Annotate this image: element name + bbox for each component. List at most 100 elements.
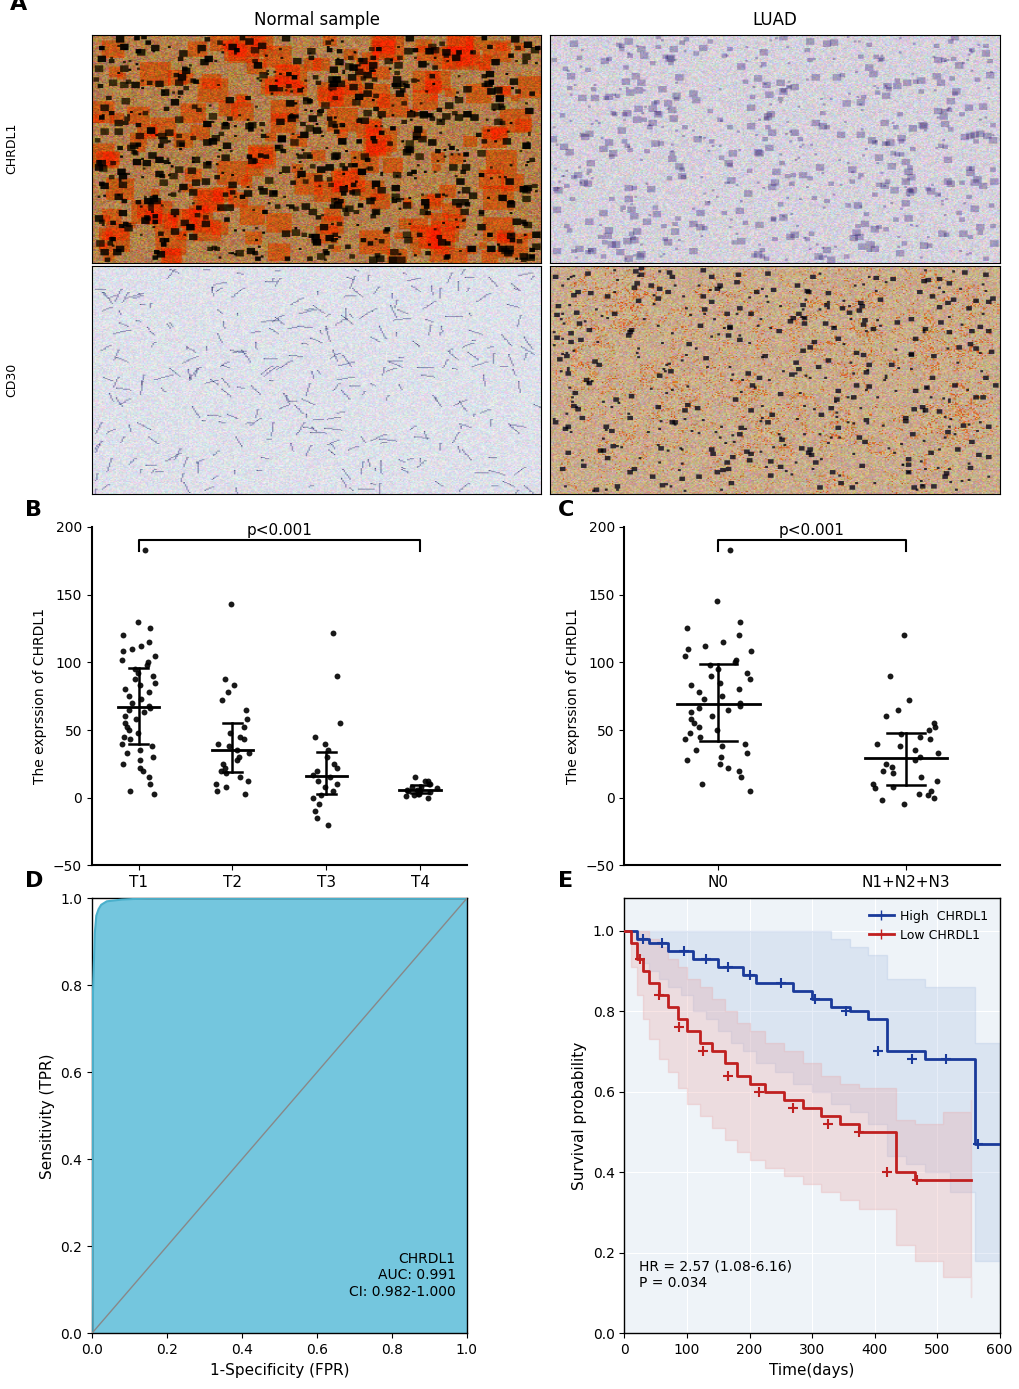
- Y-axis label: The exprssion of CHRDL1: The exprssion of CHRDL1: [34, 608, 47, 785]
- Point: [222, 722, 238, 745]
- Point: [236, 728, 253, 750]
- Point: [114, 649, 130, 671]
- Point: [322, 767, 338, 789]
- Point: [900, 689, 916, 711]
- Point: [141, 631, 157, 653]
- Point: [919, 720, 935, 742]
- Point: [325, 753, 341, 775]
- Point: [209, 779, 225, 801]
- Point: [895, 793, 911, 815]
- Point: [911, 725, 927, 747]
- Low CHRDL1: [796, 1100, 808, 1117]
- Point: [678, 617, 694, 639]
- Point: [873, 789, 890, 811]
- Point: [119, 742, 136, 764]
- High  CHRDL1: [674, 942, 686, 958]
- Point: [690, 717, 706, 739]
- Point: [675, 939, 691, 961]
- High  CHRDL1: [824, 999, 837, 1015]
- Point: [329, 665, 345, 688]
- Point: [317, 732, 333, 754]
- Point: [140, 651, 156, 674]
- Point: [146, 782, 162, 804]
- Point: [305, 786, 321, 808]
- Point: [709, 658, 726, 681]
- High  CHRDL1: [843, 1003, 855, 1020]
- Point: [632, 947, 648, 970]
- High  CHRDL1: [993, 1136, 1005, 1153]
- Point: [731, 624, 747, 646]
- Point: [142, 774, 158, 796]
- Point: [120, 720, 137, 742]
- Point: [413, 776, 429, 799]
- Point: [713, 735, 730, 757]
- Point: [671, 1017, 687, 1039]
- Point: [309, 771, 325, 793]
- Point: [868, 1040, 884, 1063]
- Low CHRDL1: [908, 1172, 920, 1189]
- Point: [771, 972, 788, 995]
- Point: [785, 1097, 801, 1120]
- Point: [743, 640, 759, 663]
- Line: Low CHRDL1: Low CHRDL1: [624, 931, 970, 1181]
- High  CHRDL1: [737, 967, 749, 983]
- High  CHRDL1: [917, 1051, 929, 1068]
- Point: [118, 717, 135, 739]
- Point: [231, 746, 248, 768]
- Point: [332, 713, 348, 735]
- Point: [922, 779, 938, 801]
- Point: [732, 767, 748, 789]
- Point: [407, 767, 423, 789]
- Point: [730, 760, 746, 782]
- Point: [329, 757, 345, 779]
- High  CHRDL1: [861, 1011, 873, 1028]
- Point: [132, 688, 149, 710]
- Point: [142, 697, 158, 720]
- Point: [318, 746, 334, 768]
- Point: [141, 694, 157, 717]
- Point: [679, 749, 695, 771]
- Point: [217, 757, 233, 779]
- Low CHRDL1: [777, 1092, 790, 1108]
- Point: [635, 928, 651, 950]
- Point: [231, 767, 248, 789]
- X-axis label: Time(days): Time(days): [768, 1363, 854, 1378]
- Point: [711, 671, 728, 693]
- Point: [883, 763, 900, 785]
- Point: [121, 699, 138, 721]
- Low CHRDL1: [936, 1172, 949, 1189]
- Text: p<0.001: p<0.001: [247, 522, 312, 538]
- Point: [131, 674, 148, 696]
- Point: [927, 771, 944, 793]
- Low CHRDL1: [693, 1035, 705, 1051]
- Point: [319, 739, 335, 761]
- Point: [653, 932, 669, 954]
- Point: [850, 1121, 866, 1143]
- Point: [329, 774, 345, 796]
- Point: [694, 1040, 710, 1063]
- Point: [677, 728, 693, 750]
- Low CHRDL1: [870, 1124, 882, 1140]
- Point: [727, 651, 743, 674]
- Point: [129, 722, 146, 745]
- High  CHRDL1: [787, 982, 799, 999]
- High  CHRDL1: [723, 958, 736, 975]
- Point: [117, 713, 133, 735]
- Low CHRDL1: [758, 1083, 770, 1100]
- Point: [711, 753, 728, 775]
- Point: [906, 739, 922, 761]
- Point: [876, 706, 893, 728]
- Point: [309, 760, 325, 782]
- Point: [121, 728, 138, 750]
- Low CHRDL1: [964, 1172, 976, 1189]
- Point: [419, 786, 435, 808]
- Point: [141, 681, 157, 703]
- Point: [417, 771, 433, 793]
- High  CHRDL1: [637, 931, 649, 947]
- Point: [919, 783, 935, 806]
- Point: [721, 539, 738, 561]
- Point: [409, 778, 425, 800]
- Point: [213, 760, 229, 782]
- Point: [906, 749, 922, 771]
- Point: [235, 717, 252, 739]
